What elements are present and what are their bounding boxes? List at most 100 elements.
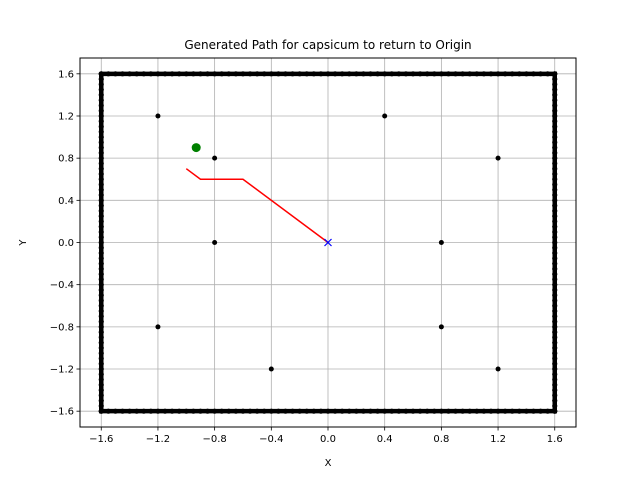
x-tick-label: 1.6	[547, 434, 563, 445]
boundary-point	[98, 234, 104, 240]
boundary-point	[445, 408, 452, 414]
boundary-point	[509, 408, 515, 414]
boundary-point	[98, 245, 104, 251]
boundary-point	[98, 155, 104, 161]
boundary-point	[247, 408, 253, 414]
boundary-point	[289, 71, 296, 77]
boundary-point	[552, 260, 558, 267]
boundary-point	[552, 340, 558, 346]
boundary-point	[98, 276, 104, 282]
boundary-point	[297, 408, 303, 414]
boundary-point	[98, 313, 104, 319]
boundary-point	[197, 408, 204, 414]
boundary-point	[148, 408, 154, 414]
boundary-point	[212, 408, 218, 414]
boundary-point	[552, 371, 558, 377]
boundary-point	[346, 71, 352, 77]
boundary-point	[467, 71, 473, 77]
boundary-point	[502, 408, 508, 414]
boundary-point	[98, 324, 104, 330]
obstacle-point	[495, 155, 501, 161]
boundary-point	[98, 387, 104, 393]
boundary-point	[530, 408, 537, 414]
boundary-point	[162, 71, 168, 77]
boundary-point	[523, 408, 530, 414]
boundary-point	[183, 408, 189, 414]
boundary-point	[162, 408, 168, 414]
boundary-point	[552, 234, 558, 240]
boundary-point	[410, 71, 416, 77]
boundary-point	[552, 171, 558, 177]
boundary-point	[233, 408, 239, 414]
boundary-point	[367, 408, 374, 414]
boundary-point	[197, 71, 204, 77]
boundary-point	[367, 71, 374, 77]
boundary-point	[552, 76, 558, 82]
y-tick-label: −1.6	[50, 407, 74, 418]
boundary-point	[119, 71, 126, 77]
boundary-point	[438, 71, 444, 77]
boundary-point	[98, 318, 104, 325]
boundary-point	[105, 71, 111, 77]
boundary-point	[552, 139, 558, 145]
boundary-point	[460, 408, 466, 414]
boundary-point	[98, 76, 104, 82]
boundary-point	[98, 160, 104, 167]
boundary-point	[375, 71, 381, 77]
obstacle-point	[268, 366, 274, 372]
boundary-point	[289, 408, 296, 414]
boundary-point	[98, 224, 104, 230]
boundary-point	[552, 345, 558, 351]
boundary-point	[98, 340, 104, 346]
boundary-point	[98, 139, 104, 145]
boundary-point	[98, 203, 104, 209]
y-tick-label: 1.6	[58, 69, 74, 80]
boundary-point	[537, 71, 544, 77]
boundary-point	[98, 129, 104, 135]
boundary-point	[552, 203, 558, 209]
boundary-point	[332, 408, 338, 414]
boundary-point	[98, 197, 104, 203]
boundary-point	[495, 408, 501, 414]
boundary-point	[98, 145, 104, 151]
boundary-point	[212, 71, 218, 77]
boundary-point	[552, 313, 558, 319]
boundary-point	[445, 71, 452, 77]
boundary-point	[240, 408, 246, 414]
boundary-point	[98, 371, 104, 377]
boundary-point	[360, 408, 367, 414]
boundary-point	[474, 71, 480, 77]
boundary-point	[98, 213, 104, 219]
boundary-point	[438, 408, 444, 414]
boundary-point	[98, 355, 104, 362]
x-tick-label: −0.8	[202, 434, 226, 445]
boundary-point	[98, 376, 104, 383]
boundary-point	[127, 408, 133, 414]
boundary-point	[552, 239, 558, 246]
boundary-point	[552, 324, 558, 330]
boundary-point	[424, 408, 430, 414]
boundary-point	[98, 92, 104, 98]
boundary-point	[134, 408, 140, 414]
boundary-point	[552, 108, 558, 114]
boundary-point	[474, 408, 480, 414]
boundary-point	[552, 145, 558, 151]
boundary-point	[112, 408, 119, 414]
boundary-point	[98, 192, 104, 198]
boundary-point	[98, 208, 104, 214]
boundary-point	[98, 382, 104, 388]
boundary-point	[389, 71, 395, 77]
boundary-point	[516, 408, 522, 414]
path-layer	[185, 168, 329, 244]
boundary-point	[552, 403, 558, 409]
x-tick-label: −1.6	[89, 434, 113, 445]
boundary-point	[552, 113, 558, 119]
boundary-point	[148, 71, 154, 77]
y-tick-label: 0.4	[58, 196, 74, 207]
boundary-point	[382, 408, 388, 414]
boundary-point	[98, 334, 104, 340]
goal-marker-stroke	[324, 238, 332, 247]
boundary-point	[98, 287, 104, 293]
boundary-point	[552, 71, 558, 77]
boundary-point	[141, 71, 147, 77]
